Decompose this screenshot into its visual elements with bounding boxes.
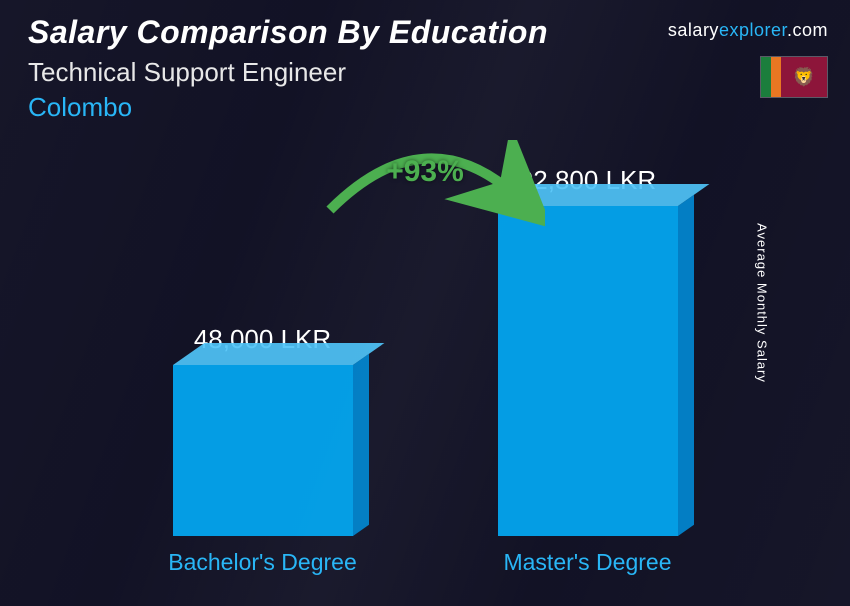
bar-0 [173,365,353,536]
brand-label: salaryexplorer.com [668,20,828,41]
x-axis-labels: Bachelor's Degree Master's Degree [100,549,750,576]
chart-subtitle: Technical Support Engineer [28,57,830,88]
chart-area: 48,000 LKR 92,800 LKR Bachelor's Degree … [100,150,750,576]
xlabel-1: Master's Degree [458,549,718,576]
bar-front-0 [173,365,353,536]
y-axis-label: Average Monthly Salary [755,223,770,383]
flag-stripe-green [761,57,771,97]
brand-mid: explorer [719,20,787,40]
bars-container: 48,000 LKR 92,800 LKR [100,176,750,536]
bar-side-1 [678,195,694,536]
percent-change-label: +93% [386,155,464,189]
bar-group-0: 48,000 LKR [133,324,393,536]
bar-side-0 [353,354,369,536]
flag-main: 🦁 [781,57,827,97]
brand-prefix: salary [668,20,719,40]
bar-group-1: 92,800 LKR [458,165,718,536]
xlabel-0: Bachelor's Degree [133,549,393,576]
brand-suffix: .com [787,20,828,40]
bar-top-0 [173,343,384,365]
chart-location: Colombo [28,92,830,123]
bar-front-1 [498,206,678,536]
country-flag-icon: 🦁 [760,56,828,98]
flag-lion-icon: 🦁 [793,68,815,86]
flag-stripe-orange [771,57,781,97]
bar-top-1 [498,184,709,206]
bar-1 [498,206,678,536]
